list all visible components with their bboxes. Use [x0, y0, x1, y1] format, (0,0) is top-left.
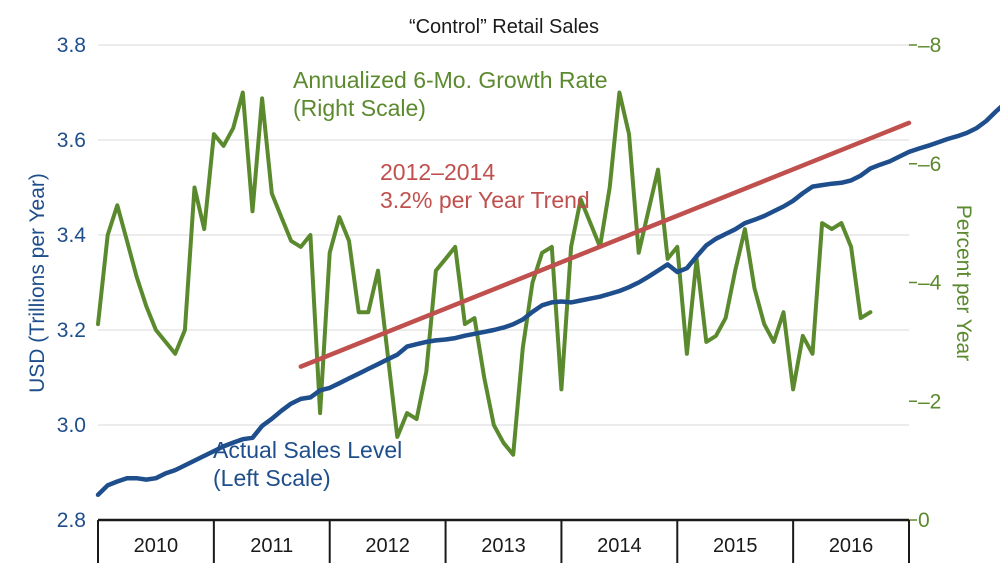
x-tick-label: 2016: [829, 535, 874, 557]
trend-annotation: 2012–2014 3.2% per Year Trend: [380, 159, 590, 213]
right-tick-label: 0: [918, 509, 930, 532]
growth-rate-annotation-line: Annualized 6-Mo. Growth Rate: [293, 67, 608, 93]
gridlines: [98, 44, 909, 426]
trend-line: [298, 120, 912, 369]
left-axis-label: USD (Trillions per Year): [26, 173, 49, 393]
trend-annotation-line: 2012–2014: [380, 159, 495, 185]
sales-level-annotation: Actual Sales Level (Left Scale): [213, 437, 402, 491]
right-tick-label: –4: [918, 272, 942, 295]
x-tick-label: 2010: [134, 535, 179, 557]
x-tick-label: 2011: [250, 535, 293, 557]
sales-level-line: [95, 104, 1000, 498]
growth-rate-line: [96, 90, 873, 457]
tick-labels: 2.8 3.0 3.2 3.4 3.6 3.8 0 –2 –4 –6 –8 2010 2011 2012 2…: [57, 34, 942, 557]
chart-title: “Control” Retail Sales: [409, 16, 599, 38]
trend-annotation-line: 3.2% per Year Trend: [380, 187, 590, 213]
left-tick-label: 3.0: [57, 414, 86, 437]
x-tick-label: 2014: [597, 535, 642, 557]
x-tick-label: 2012: [365, 535, 410, 557]
right-tick-label: –2: [918, 390, 941, 413]
sales-level-annotation-line: (Left Scale): [213, 465, 331, 491]
left-tick-label: 3.2: [57, 319, 86, 342]
growth-rate-annotation: Annualized 6-Mo. Growth Rate (Right Scale…: [293, 67, 608, 121]
sales-level-annotation-line: Actual Sales Level: [213, 437, 402, 463]
growth-rate-annotation-line: (Right Scale): [293, 95, 426, 121]
axes: [97, 44, 917, 563]
left-tick-label: 2.8: [57, 509, 86, 532]
annotations: Annualized 6-Mo. Growth Rate (Right Scale…: [213, 67, 608, 491]
right-axis-label: Percent per Year: [952, 205, 975, 361]
series-layer: [95, 90, 1000, 498]
x-tick-label: 2013: [481, 535, 526, 557]
x-tick-label: 2015: [713, 535, 758, 557]
left-tick-label: 3.6: [57, 129, 86, 152]
left-tick-label: 3.8: [57, 34, 86, 57]
left-tick-label: 3.4: [57, 224, 87, 247]
right-tick-label: –8: [918, 34, 941, 57]
right-tick-label: –6: [918, 153, 941, 176]
